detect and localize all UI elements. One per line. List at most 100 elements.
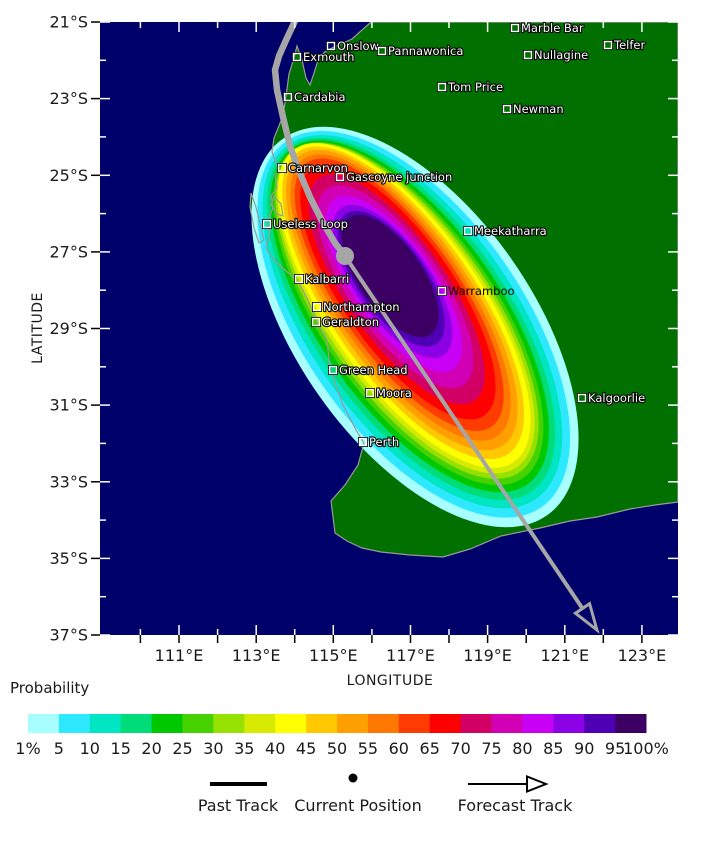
city-marker-outline bbox=[377, 46, 387, 56]
city-label: Exmouth bbox=[303, 50, 354, 64]
city-kalgoorlie: Kalgoorlie bbox=[577, 390, 646, 406]
city-label: Gascoyne junction bbox=[346, 170, 452, 184]
lat-tick-label: 29°S bbox=[49, 319, 88, 338]
city-onslow: Onslow bbox=[326, 38, 380, 54]
city-marker bbox=[311, 317, 321, 327]
colorbar-segment bbox=[306, 714, 338, 733]
city-marker-outline bbox=[523, 50, 533, 60]
lon-tick-label: 119°E bbox=[463, 646, 512, 665]
map-key: Past Track Current Position Forecast Tra… bbox=[198, 773, 573, 815]
city-label: Meekatharra bbox=[474, 224, 547, 238]
colorbar-segment bbox=[584, 714, 616, 733]
legend-past-track-label: Past Track bbox=[198, 796, 279, 815]
colorbar-segment bbox=[367, 714, 400, 733]
lat-tick-label: 33°S bbox=[49, 472, 88, 491]
city-marble-bar: Marble Bar bbox=[510, 20, 585, 36]
city-marker-outline bbox=[328, 365, 338, 375]
city-markers-layer: Marble Bar Telfer Onslow Pannawonica Nullagi… bbox=[262, 20, 647, 450]
colorbar-segment bbox=[491, 714, 523, 733]
colorbar-segment bbox=[244, 714, 276, 733]
lat-tick-label: 37°S bbox=[49, 626, 88, 645]
lon-tick-label: 117°E bbox=[386, 646, 435, 665]
city-label: Telfer bbox=[613, 38, 645, 52]
probability-ring-95 bbox=[341, 214, 439, 338]
city-cardabia: Cardabia bbox=[283, 89, 347, 105]
city-marker-outline bbox=[603, 40, 613, 50]
colorbar-label: 5 bbox=[54, 739, 64, 758]
colorbar-label: 30 bbox=[203, 739, 223, 758]
colorbar-label: 1% bbox=[15, 739, 40, 758]
coastline bbox=[265, 22, 678, 558]
city-nullagine: Nullagine bbox=[523, 47, 589, 63]
colorbar-label: 25 bbox=[172, 739, 192, 758]
colorbar-label: 95 bbox=[605, 739, 625, 758]
city-label: Green Head bbox=[339, 363, 408, 377]
city-marker bbox=[328, 365, 338, 375]
city-marker-outline bbox=[358, 437, 368, 447]
city-label: Carnarvon bbox=[288, 161, 348, 175]
city-marker-outline bbox=[311, 317, 321, 327]
colorbar-label: 85 bbox=[543, 739, 563, 758]
city-label: Onslow bbox=[337, 39, 379, 53]
colorbar-segment bbox=[398, 714, 431, 733]
city-marker-outline bbox=[463, 226, 473, 236]
city-marker bbox=[523, 50, 533, 60]
colorbar-segment bbox=[553, 714, 585, 733]
city-telfer: Telfer bbox=[603, 37, 647, 53]
colorbar-label: 20 bbox=[141, 739, 161, 758]
colorbar-label: 55 bbox=[358, 739, 378, 758]
colorbar-segment bbox=[429, 714, 462, 733]
map-clipped-layers bbox=[100, 22, 678, 635]
colorbar-segment bbox=[615, 714, 647, 733]
lat-tick-label: 27°S bbox=[49, 242, 88, 261]
city-kalbarri: Kalbarri bbox=[294, 271, 350, 287]
colorbar-label: 100% bbox=[623, 739, 669, 758]
colorbar-segment bbox=[522, 714, 554, 733]
colorbar-segment bbox=[120, 714, 153, 733]
city-marker-outline bbox=[335, 172, 345, 182]
city-label: Newman bbox=[513, 102, 564, 116]
city-newman: Newman bbox=[502, 101, 565, 117]
city-label: Kalgoorlie bbox=[588, 391, 645, 405]
city-marker bbox=[365, 388, 375, 398]
island-coastline bbox=[249, 192, 265, 244]
city-marker-outline bbox=[326, 41, 336, 51]
lat-tick-label: 23°S bbox=[49, 89, 88, 108]
city-label: Tom Price bbox=[447, 80, 503, 94]
city-marker-outline bbox=[292, 52, 302, 62]
city-marker-outline bbox=[437, 82, 447, 92]
axis-tick-labels: 21°S 23°S 25°S 27°S 29°S 31°S 33°S 35°S 37°S 111°… bbox=[49, 13, 666, 666]
city-tom-price: Tom Price bbox=[437, 79, 504, 95]
colorbar-segment bbox=[28, 714, 60, 733]
city-label: Nullagine bbox=[534, 48, 588, 62]
past-track-line bbox=[271, 22, 349, 260]
city-marker bbox=[437, 286, 447, 296]
colorbar-segment bbox=[89, 714, 122, 733]
city-marker bbox=[277, 163, 287, 173]
city-marker bbox=[502, 104, 512, 114]
city-label: Geraldton bbox=[322, 315, 379, 329]
city-marker bbox=[510, 23, 520, 33]
forecast-track-line bbox=[343, 254, 585, 610]
city-gascoyne-junction: Gascoyne junction bbox=[335, 169, 453, 185]
city-marker bbox=[577, 393, 587, 403]
city-marker-outline bbox=[437, 286, 447, 296]
forecast-arrowhead bbox=[572, 601, 600, 634]
lon-tick-label: 123°E bbox=[618, 646, 667, 665]
longitude-axis-title: LONGITUDE bbox=[347, 673, 434, 689]
colorbar-label: 40 bbox=[265, 739, 285, 758]
city-label: Marble Bar bbox=[521, 21, 584, 35]
lat-tick-label: 25°S bbox=[49, 166, 88, 185]
lon-tick-label: 115°E bbox=[309, 646, 358, 665]
city-marker-outline bbox=[262, 219, 272, 229]
probability-colorbar: 1% 5 10 15 20 25 30 35 40 45 50 55 60 65 70 75 80 85 90 951… bbox=[15, 714, 669, 758]
city-marker bbox=[292, 52, 302, 62]
city-carnarvon: Carnarvon bbox=[277, 160, 349, 176]
lat-tick-label: 31°S bbox=[49, 396, 88, 415]
colorbar-label: 75 bbox=[481, 739, 501, 758]
legend-forecast-track-label: Forecast Track bbox=[458, 796, 573, 815]
axis-ticks bbox=[91, 21, 678, 643]
city-meekatharra: Meekatharra bbox=[463, 223, 548, 239]
city-geraldton: Geraldton bbox=[311, 314, 380, 330]
